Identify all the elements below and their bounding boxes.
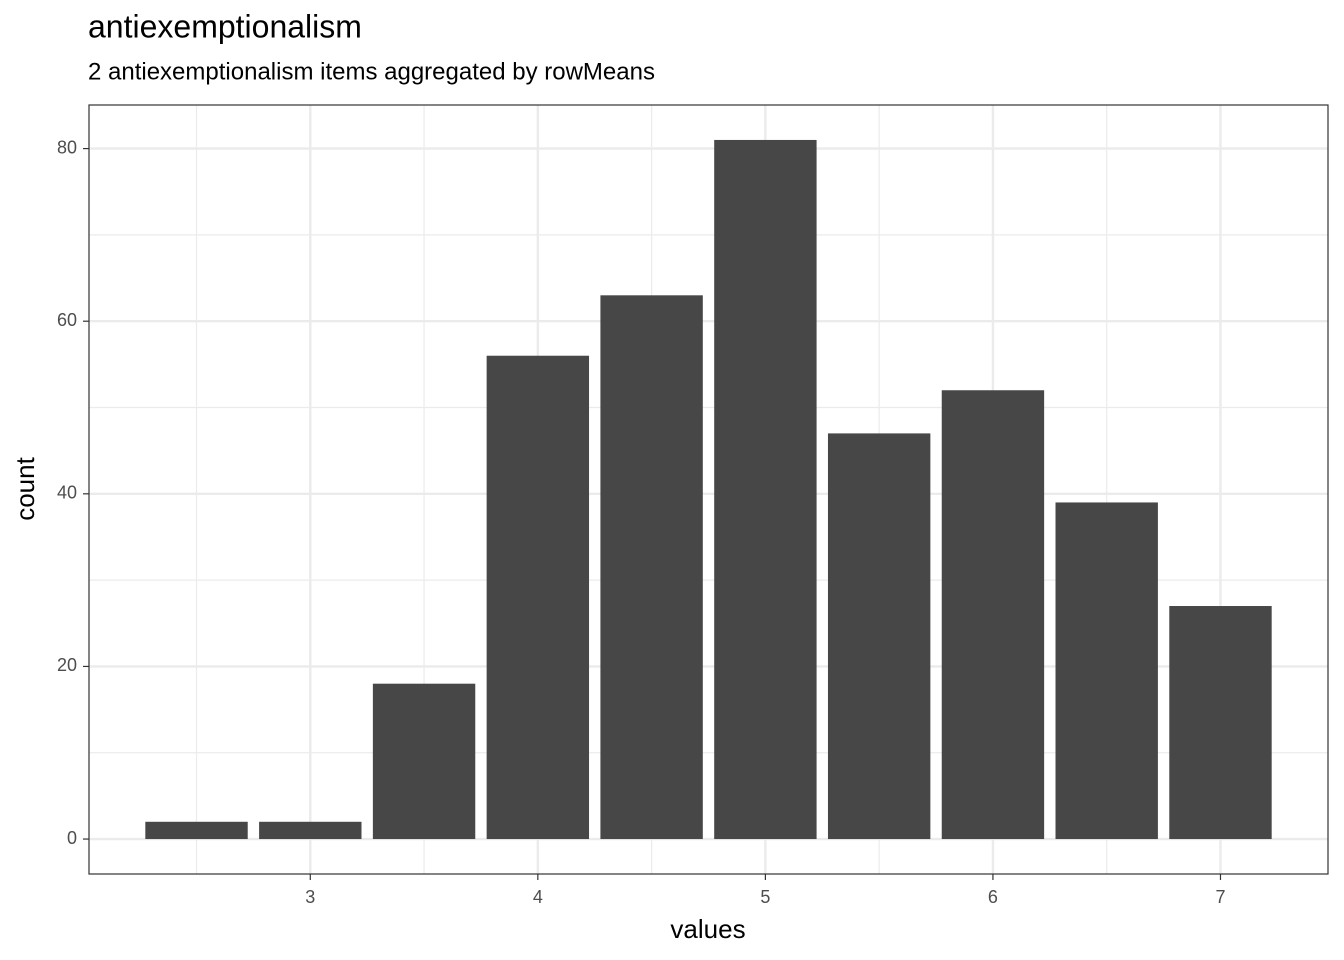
bar (600, 295, 703, 840)
x-tick-label: 5 (760, 887, 770, 907)
bar (372, 683, 476, 840)
y-axis-label: count (10, 456, 40, 520)
bar (714, 139, 817, 840)
x-tick-label: 4 (533, 887, 543, 907)
x-tick-label: 7 (1215, 887, 1225, 907)
bar (486, 355, 590, 840)
x-axis-label: values (670, 914, 745, 944)
bar (1169, 606, 1272, 840)
bar (1055, 502, 1158, 840)
y-tick-label: 0 (67, 828, 77, 848)
panel-border (88, 104, 1329, 875)
bar (941, 390, 1045, 840)
y-tick-label: 40 (57, 483, 77, 503)
y-tick-label: 20 (57, 655, 77, 675)
bar (827, 433, 931, 840)
y-tick-label: 60 (57, 310, 77, 330)
bar (259, 821, 362, 840)
x-tick-label: 3 (305, 887, 315, 907)
x-tick-label: 6 (988, 887, 998, 907)
chart-subtitle: 2 antiexemptionalism items aggregated by… (88, 58, 655, 85)
y-tick-label: 80 (57, 137, 77, 157)
chart-title: antiexemptionalism (88, 8, 362, 44)
bar (145, 821, 248, 840)
